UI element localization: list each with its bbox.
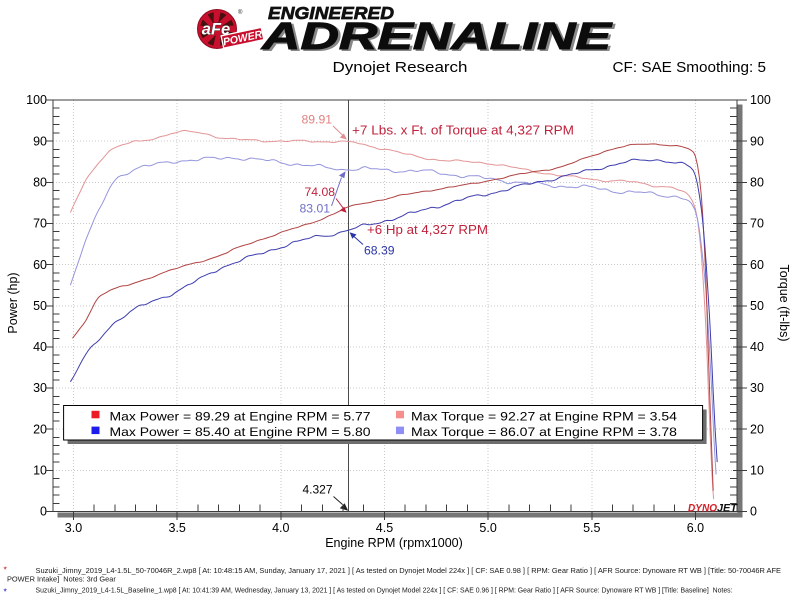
- svg-text:90: 90: [33, 134, 47, 148]
- svg-text:80: 80: [33, 176, 47, 190]
- svg-text:0: 0: [750, 505, 757, 519]
- svg-text:68.39: 68.39: [364, 244, 395, 258]
- svg-text:3.0: 3.0: [65, 521, 82, 535]
- svg-text:+7 Lbs. x Ft. of Torque at 4,3: +7 Lbs. x Ft. of Torque at 4,327 RPM: [352, 123, 574, 138]
- svg-text:90: 90: [750, 134, 764, 148]
- svg-text:DYNO: DYNO: [688, 503, 717, 515]
- svg-text:40: 40: [33, 340, 47, 354]
- svg-text:70: 70: [750, 217, 764, 231]
- svg-text:Max Torque = 92.27 at Engine R: Max Torque = 92.27 at Engine RPM = 3.54: [411, 409, 677, 423]
- svg-text:100: 100: [750, 93, 771, 107]
- svg-text:89.91: 89.91: [302, 113, 333, 127]
- svg-text:Power (hp): Power (hp): [6, 272, 20, 333]
- svg-text:20: 20: [33, 422, 47, 436]
- svg-text:70: 70: [33, 217, 47, 231]
- svg-text:Suzuki_Jimny_2019_L4-1.5L_Base: Suzuki_Jimny_2019_L4-1.5L_Baseline_1.wp8…: [36, 586, 733, 595]
- svg-text:Engine RPM (rpmx1000): Engine RPM (rpmx1000): [325, 536, 463, 550]
- svg-text:100: 100: [26, 93, 47, 107]
- svg-text:83.01: 83.01: [300, 202, 331, 216]
- svg-text:Max Power = 85.40 at Engine RP: Max Power = 85.40 at Engine RPM = 5.80: [110, 425, 371, 439]
- svg-text:+6 Hp at 4,327 RPM: +6 Hp at 4,327 RPM: [367, 222, 488, 237]
- svg-text:4.327: 4.327: [302, 483, 332, 497]
- svg-text:aFe: aFe: [202, 21, 230, 39]
- svg-text:10: 10: [750, 464, 764, 478]
- svg-text:50: 50: [33, 299, 47, 313]
- svg-text:ADRENALINE: ADRENALINE: [263, 18, 616, 60]
- svg-text:60: 60: [750, 258, 764, 272]
- svg-text:®: ®: [238, 9, 243, 16]
- svg-text:74.08: 74.08: [305, 185, 336, 199]
- svg-text:60: 60: [33, 258, 47, 272]
- svg-text:Suzuki_Jimny_2019_L4-1.5L_50-7: Suzuki_Jimny_2019_L4-1.5L_50-70046R_2.wp…: [36, 566, 782, 575]
- svg-text:*: *: [4, 565, 8, 575]
- svg-text:50: 50: [750, 299, 764, 313]
- svg-text:JET: JET: [717, 503, 738, 515]
- svg-text:Max Torque = 86.07 at Engine R: Max Torque = 86.07 at Engine RPM = 3.78: [411, 425, 677, 439]
- svg-text:20: 20: [750, 422, 764, 436]
- svg-text:Torque (ft-lbs): Torque (ft-lbs): [777, 264, 791, 341]
- svg-text:ENGINEERED: ENGINEERED: [268, 3, 394, 23]
- svg-text:*: *: [4, 587, 8, 597]
- svg-text:10: 10: [33, 464, 47, 478]
- svg-text:Max Power = 89.29 at Engine RP: Max Power = 89.29 at Engine RPM = 5.77: [110, 409, 371, 423]
- svg-text:6.0: 6.0: [687, 521, 704, 535]
- svg-text:3.5: 3.5: [169, 521, 186, 535]
- svg-text:80: 80: [750, 176, 764, 190]
- svg-text:CF: SAE Smoothing: 5: CF: SAE Smoothing: 5: [613, 59, 767, 76]
- svg-text:4.5: 4.5: [376, 521, 393, 535]
- svg-text:POWER Intake] Notes: 3rd Gear: POWER Intake] Notes: 3rd Gear: [7, 575, 116, 584]
- svg-text:5.5: 5.5: [583, 521, 600, 535]
- svg-text:30: 30: [750, 381, 764, 395]
- svg-text:40: 40: [750, 340, 764, 354]
- svg-text:5.0: 5.0: [479, 521, 496, 535]
- svg-text:4.0: 4.0: [272, 521, 289, 535]
- svg-text:Dynojet Research: Dynojet Research: [333, 59, 468, 76]
- svg-text:0: 0: [40, 505, 47, 519]
- svg-text:30: 30: [33, 381, 47, 395]
- svg-text:ADRENALINE: ADRENALINE: [261, 16, 614, 58]
